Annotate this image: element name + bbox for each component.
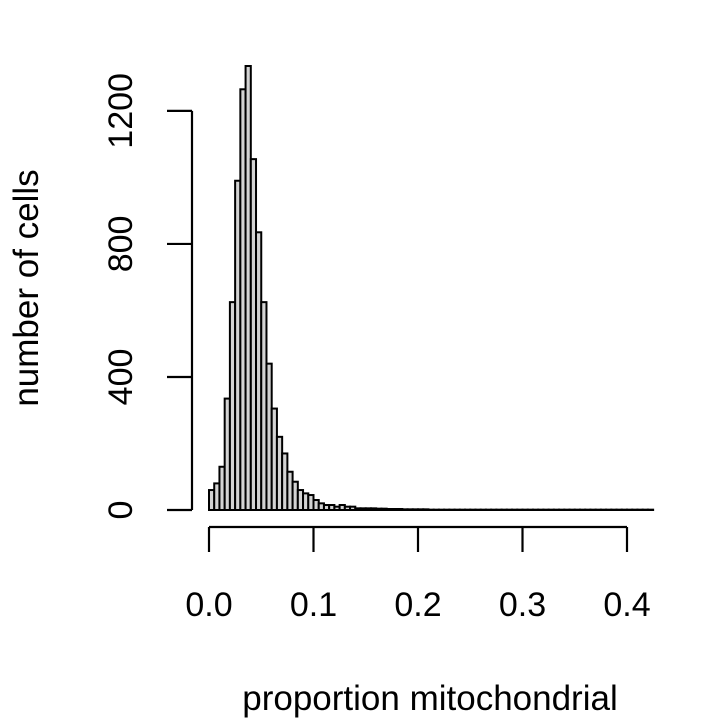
y-tick-label: 400 bbox=[102, 349, 140, 406]
x-axis: 0.0 0.1 0.2 0.3 0.4 bbox=[185, 525, 651, 624]
y-tick-label: 800 bbox=[102, 216, 140, 273]
y-tick-label: 1200 bbox=[102, 73, 140, 149]
x-axis-title: proportion mitochondrial bbox=[242, 679, 617, 718]
x-tick-label: 0.3 bbox=[499, 586, 546, 624]
x-tick-label: 0.4 bbox=[603, 586, 650, 624]
x-tick-label: 0.1 bbox=[290, 586, 337, 624]
histogram-bars bbox=[208, 65, 655, 512]
x-tick-label: 0.2 bbox=[394, 586, 441, 624]
x-tick-label: 0.0 bbox=[185, 586, 232, 624]
y-axis-title: number of cells bbox=[7, 169, 46, 406]
y-axis: 0 400 800 1200 bbox=[102, 73, 194, 520]
y-tick-label: 0 bbox=[102, 501, 140, 520]
